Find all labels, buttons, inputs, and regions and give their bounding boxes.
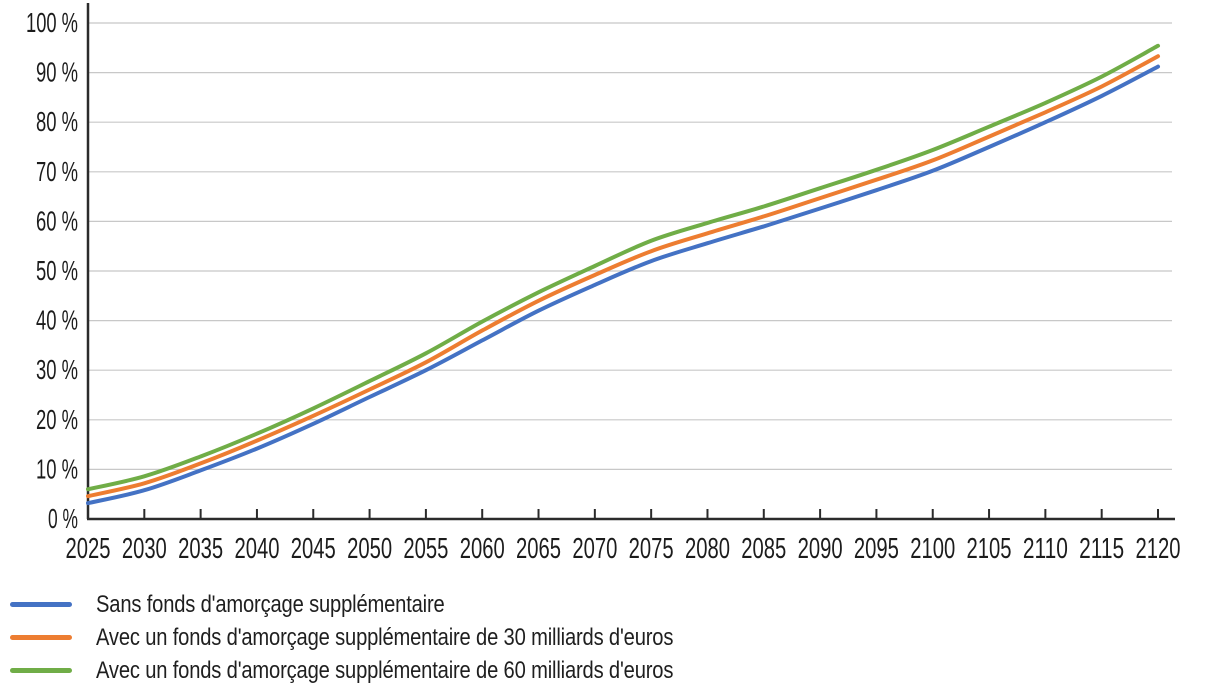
svg-text:80 %: 80 % <box>36 106 78 137</box>
legend: Sans fonds d'amorçage supplémentaire Ave… <box>10 588 783 687</box>
legend-item: Avec un fonds d'amorçage supplémentaire … <box>10 654 783 687</box>
legend-line-swatch-blue <box>10 602 72 607</box>
y-axis-labels: 0 % 10 % 20 % 30 % 40 % 50 % 60 % 70 % 80 % 90 % 1… <box>26 7 78 534</box>
svg-text:0 %: 0 % <box>48 503 78 534</box>
gridlines <box>88 22 1172 470</box>
svg-text:2120: 2120 <box>1136 533 1181 565</box>
legend-label: Avec un fonds d'amorçage supplémentaire … <box>96 623 674 651</box>
svg-text:30 %: 30 % <box>36 354 78 385</box>
line-chart: 0 % 10 % 20 % 30 % 40 % 50 % 60 % 70 % 80 % 90 % 1… <box>26 3 1181 565</box>
svg-text:2085: 2085 <box>741 533 786 565</box>
svg-text:2070: 2070 <box>572 533 617 565</box>
svg-text:2115: 2115 <box>1079 533 1124 565</box>
svg-text:2035: 2035 <box>178 533 223 565</box>
axes <box>86 3 1175 521</box>
svg-text:2100: 2100 <box>910 533 955 565</box>
svg-text:20 %: 20 % <box>36 404 78 435</box>
legend-label: Sans fonds d'amorçage supplémentaire <box>96 590 445 618</box>
x-axis-labels: 2025 2030 2035 2040 2045 2050 2055 2060 2065 2070… <box>66 533 1181 565</box>
svg-text:2025: 2025 <box>66 533 111 565</box>
svg-text:2030: 2030 <box>122 533 167 565</box>
svg-text:2055: 2055 <box>403 533 448 565</box>
series-line-0 <box>86 64 1160 506</box>
svg-text:2050: 2050 <box>347 533 392 565</box>
svg-text:2040: 2040 <box>234 533 279 565</box>
svg-text:2075: 2075 <box>629 533 674 565</box>
svg-text:2105: 2105 <box>967 533 1012 565</box>
svg-text:2060: 2060 <box>460 533 505 565</box>
legend-item: Avec un fonds d'amorçage supplémentaire … <box>10 621 783 654</box>
series-line-2 <box>86 43 1160 492</box>
legend-line-swatch-orange <box>10 635 72 640</box>
svg-text:60 %: 60 % <box>36 205 78 236</box>
legend-label: Avec un fonds d'amorçage supplémentaire … <box>96 656 674 684</box>
legend-item: Sans fonds d'amorçage supplémentaire <box>10 588 783 621</box>
svg-text:2080: 2080 <box>685 533 730 565</box>
svg-text:90 %: 90 % <box>36 57 78 88</box>
svg-text:70 %: 70 % <box>36 156 78 187</box>
svg-text:100 %: 100 % <box>26 7 78 38</box>
svg-text:50 %: 50 % <box>36 255 78 286</box>
svg-text:2110: 2110 <box>1023 533 1068 565</box>
svg-text:10 %: 10 % <box>36 453 78 484</box>
svg-text:2090: 2090 <box>798 533 843 565</box>
series-line-1 <box>86 54 1160 499</box>
svg-text:2045: 2045 <box>291 533 336 565</box>
svg-text:40 %: 40 % <box>36 305 78 336</box>
legend-line-swatch-green <box>10 668 72 673</box>
svg-text:2095: 2095 <box>854 533 899 565</box>
svg-text:2065: 2065 <box>516 533 561 565</box>
